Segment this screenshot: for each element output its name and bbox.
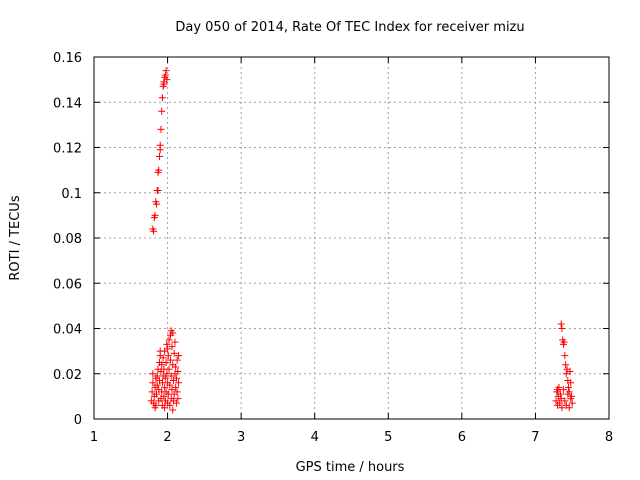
data-point-marker	[171, 338, 179, 346]
y-tick-label: 0	[74, 413, 82, 428]
data-point-marker	[167, 327, 175, 335]
y-tick-label: 0.1	[61, 187, 82, 202]
chart-title: Day 050 of 2014, Rate Of TEC Index for r…	[175, 20, 524, 35]
data-point-marker	[174, 395, 182, 403]
data-point-marker	[172, 374, 180, 382]
x-tick-label: 1	[90, 430, 98, 445]
data-point-marker	[565, 383, 573, 391]
y-tick-label: 0.12	[53, 142, 82, 157]
data-point-marker	[556, 390, 564, 398]
data-point-marker	[169, 406, 177, 414]
data-point-marker	[148, 388, 156, 396]
data-point-marker	[567, 379, 575, 387]
data-point-marker	[558, 404, 566, 412]
data-point-marker	[163, 340, 171, 348]
y-tick-label: 0.16	[53, 51, 82, 66]
data-point-marker	[552, 397, 560, 405]
data-point-marker	[559, 386, 567, 394]
data-point-marker	[156, 141, 164, 149]
data-point-marker	[149, 379, 157, 387]
x-tick-label: 5	[384, 430, 392, 445]
data-point-marker	[161, 383, 169, 391]
data-point-marker	[167, 356, 175, 364]
data-point-marker	[561, 397, 569, 405]
data-point-marker	[164, 345, 172, 353]
data-point-marker	[558, 325, 566, 332]
data-point-marker	[564, 390, 572, 398]
data-point-marker	[161, 404, 169, 412]
data-point-marker	[560, 338, 568, 346]
data-point-marker	[153, 381, 161, 389]
x-tick-label: 7	[531, 430, 539, 445]
data-point-marker	[567, 395, 575, 403]
data-point-marker	[557, 320, 565, 328]
data-point-marker	[162, 67, 170, 75]
data-point-marker	[168, 343, 176, 351]
x-tick-label: 8	[605, 430, 613, 445]
data-point-marker	[154, 186, 162, 194]
data-point-marker	[173, 356, 181, 364]
data-point-marker	[172, 399, 180, 407]
data-point-marker	[163, 76, 171, 84]
data-point-marker	[158, 361, 166, 369]
data-point-marker	[157, 125, 165, 133]
data-point-marker	[161, 71, 169, 79]
data-point-marker	[161, 374, 169, 382]
data-point-marker	[150, 227, 158, 235]
y-tick-label: 0.04	[53, 323, 82, 338]
data-point-marker	[167, 372, 175, 380]
data-point-marker	[562, 370, 570, 378]
data-point-marker	[158, 107, 166, 115]
data-point-marker	[155, 166, 163, 174]
data-point-marker	[568, 399, 576, 407]
data-point-marker	[170, 349, 178, 357]
data-point-marker	[172, 363, 180, 371]
data-point-marker	[561, 352, 569, 360]
data-point-marker	[153, 372, 161, 380]
data-point-marker	[159, 354, 167, 362]
y-tick-label: 0.14	[53, 96, 82, 111]
data-point-marker	[160, 392, 168, 400]
y-tick-label: 0.02	[53, 368, 82, 383]
data-point-marker	[168, 386, 176, 394]
data-point-marker	[557, 395, 565, 403]
data-point-marker	[174, 367, 182, 375]
data-point-marker	[153, 200, 161, 208]
data-point-marker	[160, 80, 168, 88]
y-tick-label: 0.08	[53, 232, 82, 247]
data-point-marker	[155, 153, 163, 161]
x-axis-label: GPS time / hours	[296, 460, 405, 475]
data-point-marker	[566, 367, 574, 375]
data-point-marker	[556, 399, 564, 407]
x-tick-label: 3	[237, 430, 245, 445]
data-point-marker	[158, 94, 166, 102]
data-point-marker	[165, 336, 173, 344]
data-point-marker	[151, 211, 159, 219]
data-point-marker	[151, 404, 159, 412]
x-tick-label: 4	[311, 430, 319, 445]
data-point-marker	[565, 404, 573, 412]
x-tick-label: 2	[163, 430, 171, 445]
x-tick-label: 6	[458, 430, 466, 445]
data-point-marker	[162, 358, 170, 366]
data-point-marker	[163, 370, 171, 378]
data-point-marker	[554, 386, 561, 394]
data-point-marker	[149, 370, 157, 378]
data-point-marker	[166, 401, 174, 409]
data-point-marker	[175, 352, 183, 360]
data-point-marker	[172, 383, 180, 391]
data-point-marker	[153, 390, 161, 398]
data-point-marker	[164, 390, 172, 398]
data-point-marker	[562, 361, 570, 369]
data-point-marker	[165, 365, 173, 373]
data-point-marker	[166, 381, 174, 389]
data-point-marker	[164, 352, 172, 360]
y-axis-label: ROTI / TECUs	[8, 195, 23, 280]
data-point-marker	[175, 379, 183, 387]
data-point-marker	[173, 388, 181, 396]
y-tick-label: 0.06	[53, 277, 82, 292]
